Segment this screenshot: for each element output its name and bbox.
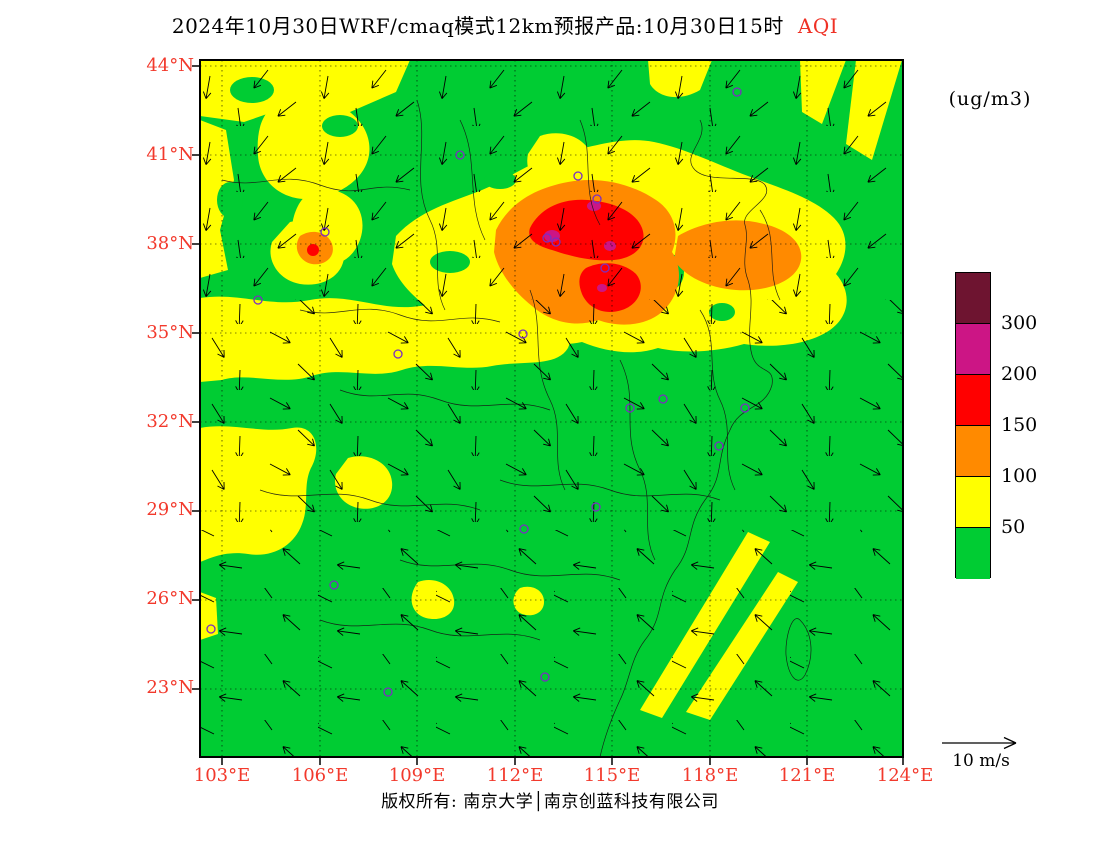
- lat-tick-label: 29°N: [146, 499, 194, 520]
- lon-tick-label: 118°E: [681, 765, 739, 786]
- colorbar-label: 300: [1001, 312, 1038, 334]
- forecast-map: [192, 59, 904, 765]
- wind-reference-label: 10 m/s: [952, 751, 1010, 771]
- lat-tick-label: 35°N: [146, 322, 194, 343]
- wind-reference-legend: 10 m/s: [936, 733, 1026, 771]
- lat-tick-label: 23°N: [146, 677, 194, 698]
- lon-tick-label: 115°E: [583, 765, 641, 786]
- lat-tick-label: 26°N: [146, 588, 194, 609]
- wind-reference-arrow-icon: [942, 736, 1017, 750]
- map-frame: [199, 59, 904, 758]
- lon-tick-label: 121°E: [778, 765, 836, 786]
- colorbar-label: 100: [1001, 465, 1038, 487]
- colorbar-segment-100-150: [956, 426, 990, 477]
- colorbar-label: 150: [1001, 414, 1038, 436]
- colorbar-segment-gt300: [956, 273, 990, 324]
- city-markers-layer: [206, 87, 750, 697]
- figure-title-variable: AQI: [797, 14, 839, 38]
- map-svg: [192, 59, 904, 765]
- copyright-footer: 版权所有: 南京大学│南京创蓝科技有限公司: [381, 792, 719, 812]
- lat-tick-label: 38°N: [146, 233, 194, 254]
- figure-title: 2024年10月30日WRF/cmaq模式12km预报产品:10月30日15时 A…: [0, 10, 1010, 39]
- colorbar-segment-150-200: [956, 375, 990, 426]
- wind-arrows-layer: [200, 60, 903, 757]
- lon-tick-label: 124°E: [876, 765, 934, 786]
- lat-tick-label: 32°N: [146, 411, 194, 432]
- lon-tick-label: 106°E: [291, 765, 349, 786]
- lat-tick-label: 41°N: [146, 144, 194, 165]
- lat-tick-label: 44°N: [146, 55, 194, 76]
- colorbar-segment-lt50: [956, 528, 990, 579]
- figure-title-text: 2024年10月30日WRF/cmaq模式12km预报产品:10月30日15时: [171, 14, 784, 38]
- lon-tick-label: 112°E: [486, 765, 544, 786]
- lon-tick-label: 109°E: [388, 765, 446, 786]
- aqi-colorbar: [955, 272, 991, 579]
- colorbar-segment-200-300: [956, 324, 990, 375]
- colorbar-segment-50-100: [956, 477, 990, 528]
- colorbar-label: 200: [1001, 363, 1038, 385]
- lon-tick-label: 103°E: [193, 765, 251, 786]
- units-label: (ug/m3): [948, 88, 1032, 110]
- axis-ticks: [192, 65, 904, 765]
- colorbar-label: 50: [1001, 516, 1026, 538]
